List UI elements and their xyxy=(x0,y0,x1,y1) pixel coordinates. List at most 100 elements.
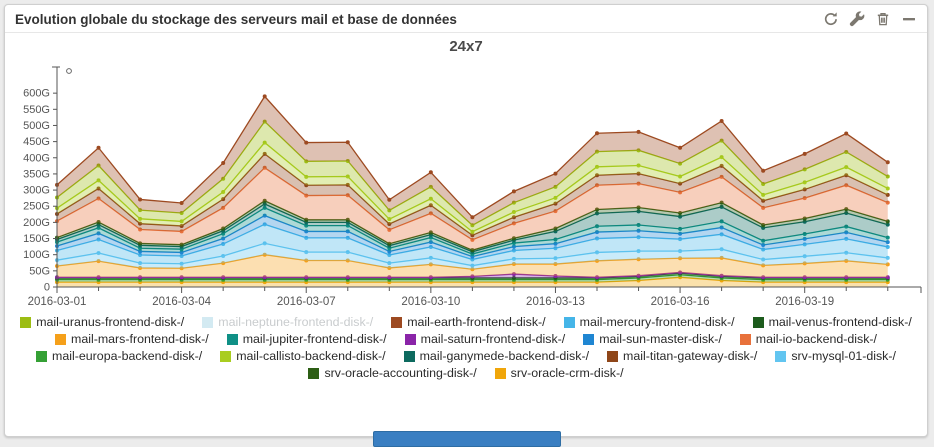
legend-color-swatch xyxy=(55,333,66,345)
y-tick-label: 100G xyxy=(23,249,50,261)
point-marker xyxy=(761,257,766,262)
point-marker xyxy=(428,244,433,249)
legend-row: mail-uranus-frontend-disk-/ mail-neptune-… xyxy=(5,315,927,329)
point-marker xyxy=(221,160,226,165)
legend-item-uranus[interactable]: mail-uranus-frontend-disk-/ xyxy=(20,315,184,329)
point-marker xyxy=(470,263,475,268)
refresh-button[interactable] xyxy=(823,11,839,27)
point-marker xyxy=(636,181,641,186)
point-marker xyxy=(387,217,392,222)
point-marker xyxy=(262,140,267,145)
x-tick-label: 2016-03-04 xyxy=(152,296,211,308)
legend-item-venus[interactable]: mail-venus-frontend-disk-/ xyxy=(752,315,912,329)
point-marker xyxy=(345,229,350,234)
point-marker xyxy=(595,131,599,136)
legend-item-sun[interactable]: mail-sun-master-disk-/ xyxy=(583,332,722,346)
legend-label: mail-sun-master-disk-/ xyxy=(599,332,722,346)
legend-item-ganymede[interactable]: mail-ganymede-backend-disk-/ xyxy=(403,349,589,363)
collapse-button[interactable] xyxy=(901,11,917,27)
point-marker xyxy=(96,237,101,242)
point-marker xyxy=(553,209,558,214)
legend-item-earth[interactable]: mail-earth-frontend-disk-/ xyxy=(391,315,546,329)
legend-item-accounting[interactable]: srv-oracle-accounting-disk-/ xyxy=(308,366,477,380)
point-marker xyxy=(221,231,226,236)
point-marker xyxy=(885,200,890,205)
stacked-area-chart[interactable]: 600G 550G 500G 450G 400G 350G 300G 250G 200G 150G… xyxy=(5,55,927,311)
horizontal-scrollbar-thumb[interactable] xyxy=(373,431,561,447)
point-marker xyxy=(511,244,516,249)
point-marker xyxy=(470,223,475,228)
legend-color-swatch xyxy=(220,350,232,362)
legend-item-jupiter[interactable]: mail-jupiter-frontend-disk-/ xyxy=(226,332,387,346)
legend-color-swatch xyxy=(775,350,787,362)
point-marker xyxy=(304,229,309,234)
point-marker xyxy=(844,149,849,154)
point-marker xyxy=(678,211,683,216)
point-marker xyxy=(345,193,350,198)
y-tick-label: 150G xyxy=(23,233,50,245)
point-marker xyxy=(179,211,184,216)
point-marker xyxy=(761,205,766,210)
point-marker xyxy=(345,275,350,280)
point-marker xyxy=(802,242,807,247)
minus-icon xyxy=(903,18,915,21)
point-marker xyxy=(428,240,433,245)
point-marker xyxy=(885,160,890,165)
delete-button[interactable] xyxy=(875,11,891,27)
point-marker xyxy=(96,163,101,168)
point-marker xyxy=(138,208,143,213)
point-marker xyxy=(678,181,683,186)
point-marker xyxy=(595,149,599,154)
point-marker xyxy=(262,205,267,210)
point-marker xyxy=(96,145,101,150)
chart-area[interactable]: 600G 550G 500G 450G 400G 350G 300G 250G 200G 150G… xyxy=(5,55,927,316)
point-marker xyxy=(428,211,433,216)
y-tick-label: 400G xyxy=(23,152,50,164)
point-marker xyxy=(428,184,433,189)
point-marker xyxy=(179,223,184,228)
point-marker xyxy=(96,196,101,201)
legend-item-saturn[interactable]: mail-saturn-frontend-disk-/ xyxy=(404,332,565,346)
point-marker xyxy=(221,197,226,202)
point-marker xyxy=(636,205,641,210)
legend-color-swatch xyxy=(583,333,595,345)
point-marker xyxy=(262,201,267,206)
point-marker xyxy=(553,237,558,242)
legend-item-mars[interactable]: mail-mars-frontend-disk-/ xyxy=(55,332,209,346)
point-marker xyxy=(262,275,267,280)
legend-label: srv-mysql-01-disk-/ xyxy=(791,349,896,363)
legend-item-neptune[interactable]: mail-neptune-frontend-disk-/ xyxy=(202,315,373,329)
legend-item-mercury[interactable]: mail-mercury-frontend-disk-/ xyxy=(563,315,735,329)
point-marker xyxy=(470,229,475,234)
point-marker xyxy=(678,231,683,236)
legend-label: srv-oracle-crm-disk-/ xyxy=(510,366,624,380)
point-marker xyxy=(885,192,890,197)
legend-color-swatch xyxy=(202,316,214,328)
legend-item-europa[interactable]: mail-europa-backend-disk-/ xyxy=(36,349,202,363)
point-marker xyxy=(678,237,683,242)
point-marker xyxy=(719,255,724,260)
legend-item-mysql[interactable]: srv-mysql-01-disk-/ xyxy=(775,349,896,363)
x-tick-label: 2016-03-07 xyxy=(277,296,336,308)
point-marker xyxy=(387,261,392,266)
settings-button[interactable] xyxy=(849,11,865,27)
point-marker xyxy=(138,221,143,226)
point-marker xyxy=(511,256,516,261)
legend-item-crm[interactable]: srv-oracle-crm-disk-/ xyxy=(494,366,624,380)
point-marker xyxy=(96,251,101,256)
legend-item-io[interactable]: mail-io-backend-disk-/ xyxy=(739,332,877,346)
point-marker xyxy=(345,182,350,187)
point-marker xyxy=(511,236,516,241)
legend-item-titan[interactable]: mail-titan-gateway-disk-/ xyxy=(607,349,757,363)
point-marker xyxy=(719,200,724,205)
legend-item-callisto[interactable]: mail-callisto-backend-disk-/ xyxy=(220,349,386,363)
point-marker xyxy=(262,119,267,124)
point-marker xyxy=(179,266,184,271)
point-marker xyxy=(885,174,890,179)
point-marker xyxy=(678,226,683,231)
point-marker xyxy=(719,118,724,123)
chart-title: 24x7 xyxy=(449,38,483,55)
point-marker xyxy=(428,230,433,235)
point-marker xyxy=(511,262,516,267)
point-marker xyxy=(719,138,724,143)
